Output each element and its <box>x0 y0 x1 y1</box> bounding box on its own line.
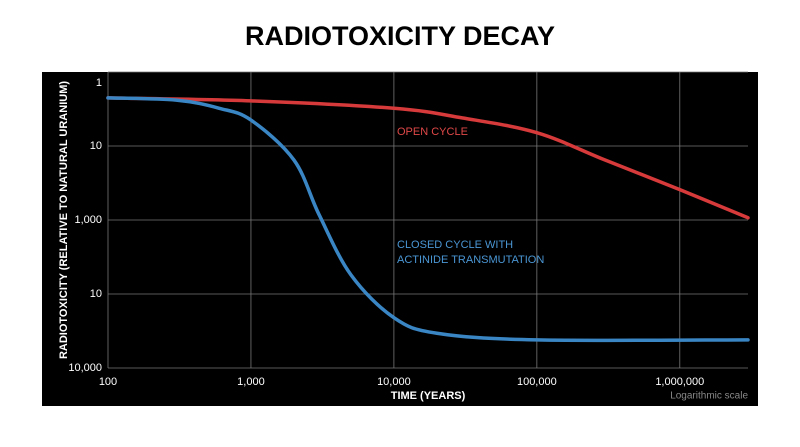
annotation: ACTINIDE TRANSMUTATION <box>397 254 544 266</box>
chart-title: RADIOTOXICITY DECAY <box>245 21 555 51</box>
y-axis-label: RADIOTOXICITY (RELATIVE TO NATURAL URANI… <box>58 81 70 359</box>
scale-note: Logarithmic scale <box>670 391 748 402</box>
y-tick-label: 1 <box>96 77 102 89</box>
data-line <box>106 96 750 343</box>
y-tick-label: 10,000 <box>68 362 102 374</box>
x-tick-label: 10,000 <box>377 376 411 388</box>
data-line <box>106 96 750 220</box>
x-axis-label: TIME (YEARS) <box>391 390 466 402</box>
chart-panel <box>42 72 758 406</box>
x-tick-label: 1,000 <box>237 376 265 388</box>
annotation: OPEN CYCLE <box>397 126 468 138</box>
y-tick-label: 10 <box>90 140 102 152</box>
x-tick-label: 100 <box>99 376 117 388</box>
y-tick-label: 10 <box>90 288 102 300</box>
y-tick-label: 1,000 <box>74 214 102 226</box>
x-tick-label: 1,000,000 <box>655 376 704 388</box>
x-tick-label: 100,000 <box>517 376 557 388</box>
annotation: CLOSED CYCLE WITH <box>397 239 513 251</box>
